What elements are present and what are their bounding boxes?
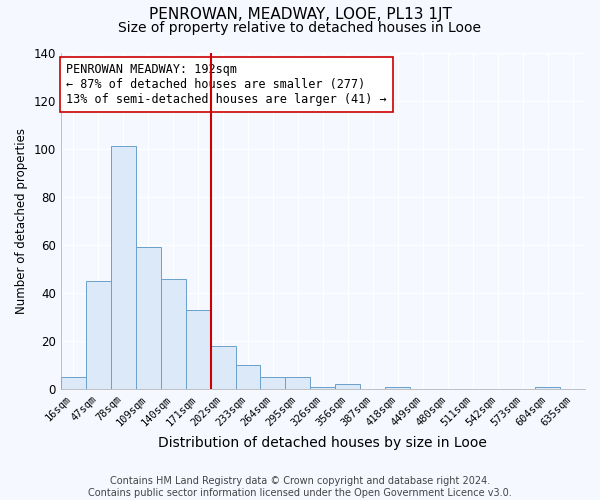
Bar	[236, 365, 260, 389]
Bar	[385, 387, 410, 389]
Bar	[211, 346, 236, 389]
Y-axis label: Number of detached properties: Number of detached properties	[15, 128, 28, 314]
Text: Contains HM Land Registry data © Crown copyright and database right 2024.
Contai: Contains HM Land Registry data © Crown c…	[88, 476, 512, 498]
Text: PENROWAN MEADWAY: 192sqm
← 87% of detached houses are smaller (277)
13% of semi-: PENROWAN MEADWAY: 192sqm ← 87% of detach…	[66, 62, 386, 106]
Bar	[310, 387, 335, 389]
Text: Size of property relative to detached houses in Looe: Size of property relative to detached ho…	[119, 21, 482, 35]
X-axis label: Distribution of detached houses by size in Looe: Distribution of detached houses by size …	[158, 436, 487, 450]
Bar	[535, 387, 560, 389]
Text: PENROWAN, MEADWAY, LOOE, PL13 1JT: PENROWAN, MEADWAY, LOOE, PL13 1JT	[149, 8, 451, 22]
Bar	[335, 384, 361, 389]
Bar	[86, 281, 111, 389]
Bar	[161, 278, 185, 389]
Bar	[111, 146, 136, 389]
Bar	[260, 377, 286, 389]
Bar	[286, 377, 310, 389]
Bar	[136, 248, 161, 389]
Bar	[185, 310, 211, 389]
Bar	[61, 377, 86, 389]
